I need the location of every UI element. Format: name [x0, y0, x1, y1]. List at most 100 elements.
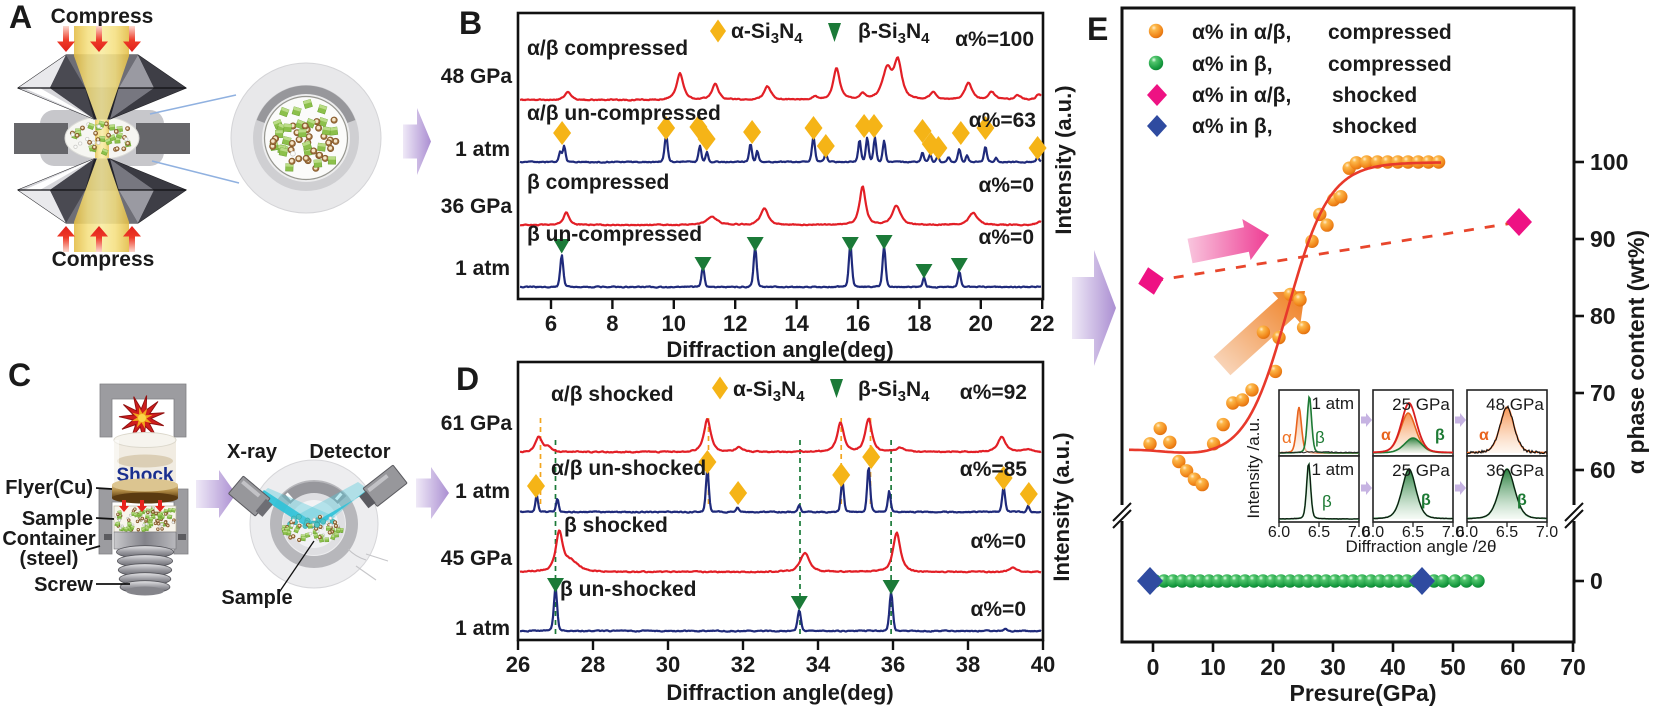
svg-text:Intensity /a.u.: Intensity /a.u.	[1244, 417, 1263, 518]
svg-text:α%=92: α%=92	[960, 381, 1027, 404]
svg-text:α% in β,: α% in β,	[1192, 53, 1273, 76]
svg-text:β: β	[1517, 492, 1527, 509]
svg-text:6: 6	[545, 311, 557, 336]
svg-text:A: A	[9, 0, 32, 35]
svg-text:26: 26	[506, 652, 530, 677]
svg-text:β compressed: β compressed	[527, 171, 669, 194]
svg-text:48 GPa: 48 GPa	[441, 65, 513, 88]
svg-text:β: β	[1421, 492, 1431, 509]
svg-text:28: 28	[581, 652, 605, 677]
svg-text:45 GPa: 45 GPa	[441, 547, 513, 570]
svg-text:7.0: 7.0	[1442, 524, 1464, 541]
svg-text:α%=0: α%=0	[978, 174, 1034, 197]
svg-text:compressed: compressed	[1328, 53, 1452, 76]
svg-text:60: 60	[1500, 654, 1526, 680]
svg-text:1 atm: 1 atm	[1311, 460, 1354, 479]
svg-text:β-Si3N4: β-Si3N4	[858, 20, 930, 47]
svg-text:16: 16	[846, 311, 870, 336]
svg-text:α/β compressed: α/β compressed	[527, 37, 688, 60]
svg-text:32: 32	[731, 652, 755, 677]
svg-text:90: 90	[1590, 226, 1616, 252]
svg-text:80: 80	[1590, 303, 1616, 329]
svg-text:shocked: shocked	[1332, 84, 1417, 107]
svg-text:C: C	[8, 357, 31, 393]
svg-text:1 atm: 1 atm	[455, 480, 510, 503]
svg-text:β: β	[1315, 428, 1325, 447]
svg-text:α/β un-compressed: α/β un-compressed	[527, 102, 721, 125]
svg-text:α: α	[1479, 427, 1489, 444]
svg-text:α%=0: α%=0	[978, 226, 1034, 249]
svg-text:1 atm: 1 atm	[1311, 394, 1354, 413]
svg-text:α: α	[1282, 428, 1292, 447]
svg-text:6.0: 6.0	[1268, 524, 1290, 541]
svg-text:α%=100: α%=100	[955, 28, 1034, 51]
svg-text:shocked: shocked	[1332, 115, 1417, 138]
svg-text:β shocked: β shocked	[564, 514, 668, 537]
svg-text:36: 36	[881, 652, 905, 677]
svg-text:Detector: Detector	[309, 441, 390, 463]
svg-text:20: 20	[969, 311, 993, 336]
svg-text:70: 70	[1560, 654, 1586, 680]
svg-text:Presure(GPa): Presure(GPa)	[1289, 680, 1436, 706]
svg-text:α-Si3N4: α-Si3N4	[733, 378, 805, 405]
svg-text:14: 14	[784, 311, 809, 336]
svg-text:6.5: 6.5	[1402, 524, 1424, 541]
svg-text:30: 30	[1320, 654, 1346, 680]
svg-text:25 GPa: 25 GPa	[1392, 461, 1450, 480]
svg-text:compressed: compressed	[1328, 21, 1452, 44]
svg-text:25 GPa: 25 GPa	[1392, 395, 1450, 414]
svg-text:Screw: Screw	[34, 574, 93, 596]
svg-text:β un-compressed: β un-compressed	[527, 223, 702, 246]
svg-text:0: 0	[1590, 568, 1603, 594]
svg-text:6.0: 6.0	[1362, 524, 1384, 541]
svg-text:Intensity (a.u.): Intensity (a.u.)	[1051, 85, 1076, 234]
svg-text:1 atm: 1 atm	[455, 257, 510, 280]
svg-text:α: α	[1381, 427, 1391, 444]
svg-text:α% in α/β,: α% in α/β,	[1192, 21, 1291, 44]
svg-text:36 GPa: 36 GPa	[441, 195, 513, 218]
svg-text:10: 10	[662, 311, 686, 336]
svg-text:Intensity (a.u.): Intensity (a.u.)	[1049, 432, 1074, 581]
svg-text:β: β	[1435, 427, 1445, 444]
svg-text:Diffraction angle(deg): Diffraction angle(deg)	[666, 680, 893, 705]
svg-text:40: 40	[1380, 654, 1406, 680]
svg-text:18: 18	[907, 311, 931, 336]
svg-text:Compress: Compress	[52, 248, 155, 271]
svg-text:22: 22	[1030, 311, 1054, 336]
svg-text:B: B	[459, 5, 482, 41]
svg-text:6.5: 6.5	[1496, 524, 1518, 541]
svg-text:(steel): (steel)	[20, 548, 79, 570]
svg-text:30: 30	[656, 652, 680, 677]
svg-text:Sample: Sample	[22, 508, 93, 530]
svg-text:α/β un-shocked: α/β un-shocked	[551, 457, 706, 480]
svg-text:60: 60	[1590, 457, 1616, 483]
svg-text:E: E	[1087, 11, 1108, 47]
svg-text:12: 12	[723, 311, 747, 336]
svg-text:70: 70	[1590, 380, 1616, 406]
svg-text:α% in α/β,: α% in α/β,	[1192, 84, 1291, 107]
svg-text:6.5: 6.5	[1308, 524, 1330, 541]
svg-text:8: 8	[606, 311, 618, 336]
svg-text:α%=85: α%=85	[960, 458, 1028, 481]
svg-text:β un-shocked: β un-shocked	[560, 578, 697, 601]
svg-text:α-Si3N4: α-Si3N4	[731, 20, 803, 47]
svg-text:Container: Container	[2, 528, 96, 550]
svg-text:7.0: 7.0	[1536, 524, 1558, 541]
svg-text:0: 0	[1147, 654, 1160, 680]
svg-text:38: 38	[956, 652, 980, 677]
svg-text:20: 20	[1260, 654, 1286, 680]
svg-text:40: 40	[1031, 652, 1055, 677]
svg-text:36 GPa: 36 GPa	[1486, 461, 1544, 480]
svg-text:48 GPa: 48 GPa	[1486, 395, 1544, 414]
svg-text:β: β	[1322, 492, 1332, 511]
svg-text:61 GPa: 61 GPa	[441, 412, 513, 435]
svg-text:α%=0: α%=0	[970, 530, 1026, 553]
svg-text:α%=63: α%=63	[969, 109, 1036, 132]
svg-text:7.0: 7.0	[1348, 524, 1370, 541]
svg-text:34: 34	[806, 652, 831, 677]
svg-text:6.0: 6.0	[1456, 524, 1478, 541]
svg-text:Flyer(Cu): Flyer(Cu)	[5, 477, 93, 499]
svg-text:β-Si3N4: β-Si3N4	[858, 378, 930, 405]
svg-text:X-ray: X-ray	[227, 441, 278, 463]
svg-text:10: 10	[1200, 654, 1226, 680]
